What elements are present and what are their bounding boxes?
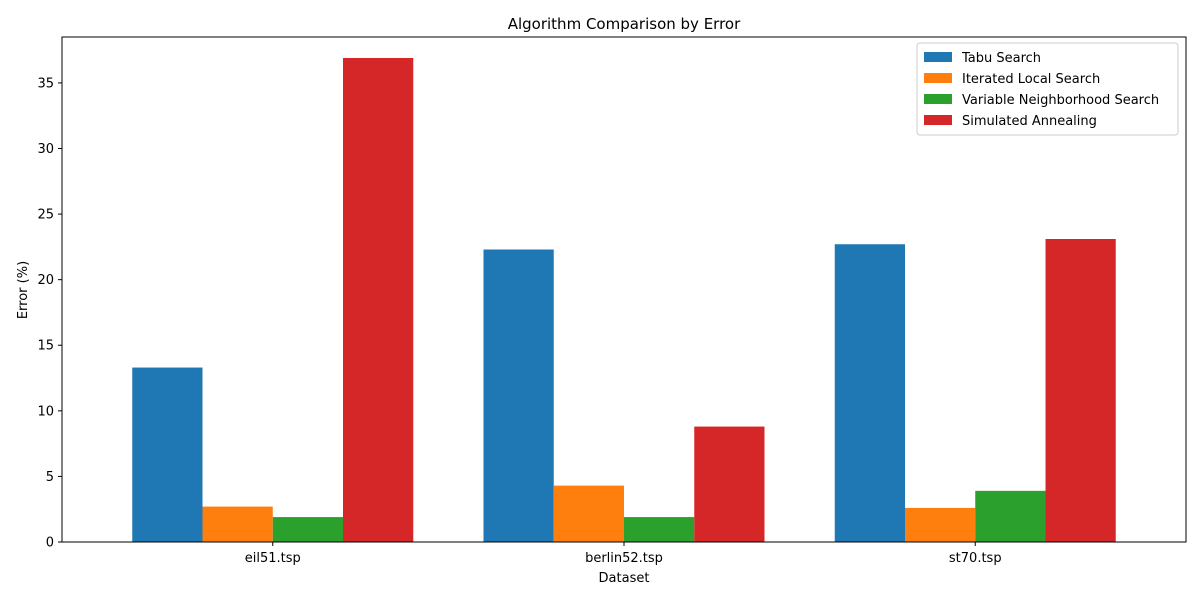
bar-tabu-search-0 [132,367,203,542]
legend-swatch-iterated-local-search [924,73,952,83]
bar-iterated-local-search-2 [905,507,976,542]
bar-variable-neighborhood-search-2 [975,490,1046,542]
x-axis-label: Dataset [599,571,650,586]
legend-label-simulated-annealing: Simulated Annealing [962,114,1097,129]
plot-frame [61,36,1187,543]
x-tick-label: eil51.tsp [245,551,301,566]
bar-simulated-annealing-0 [343,57,414,543]
bars-group [132,57,1116,543]
y-tick-label: 30 [37,142,54,157]
y-axis-label: Error (%) [16,261,31,319]
y-tick-label: 35 [37,76,54,91]
y-axis: 0 5 10 15 20 25 30 35 [37,76,62,551]
legend-swatch-tabu-search [924,52,952,62]
bar-simulated-annealing-1 [694,426,765,542]
x-tick-label: berlin52.tsp [585,551,663,566]
x-axis: eil51.tsp berlin52.tsp st70.tsp [245,542,1002,566]
bar-tabu-search-1 [483,249,554,543]
y-tick-label: 20 [37,273,54,288]
y-tick-label: 0 [46,536,54,551]
legend-label-iterated-local-search: Iterated Local Search [962,72,1100,87]
bar-variable-neighborhood-search-0 [272,517,343,542]
bar-simulated-annealing-2 [1045,239,1116,542]
x-tick-label: st70.tsp [949,551,1002,566]
legend-label-variable-neighborhood-search: Variable Neighborhood Search [962,93,1159,108]
legend: Tabu Search Iterated Local Search Variable… [916,42,1179,136]
bar-tabu-search-2 [834,244,905,542]
bar-iterated-local-search-1 [553,485,624,542]
chart-title: Algorithm Comparison by Error [508,15,741,33]
bar-iterated-local-search-0 [202,506,273,542]
y-tick-label: 15 [37,339,54,354]
bar-variable-neighborhood-search-1 [624,517,695,542]
legend-swatch-simulated-annealing [924,115,952,125]
y-tick-label: 25 [37,208,54,223]
legend-label-tabu-search: Tabu Search [961,51,1041,66]
legend-swatch-variable-neighborhood-search [924,94,952,104]
y-tick-label: 10 [37,404,54,419]
y-tick-label: 5 [46,470,54,485]
legend-box [916,42,1179,136]
